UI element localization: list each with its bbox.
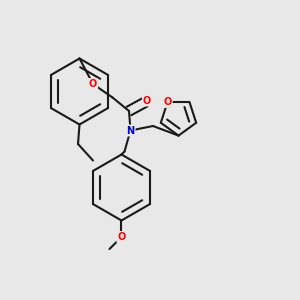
- Text: O: O: [143, 95, 151, 106]
- Text: N: N: [126, 125, 135, 136]
- Text: O: O: [117, 232, 126, 242]
- Text: O: O: [89, 79, 97, 89]
- Text: O: O: [164, 97, 172, 107]
